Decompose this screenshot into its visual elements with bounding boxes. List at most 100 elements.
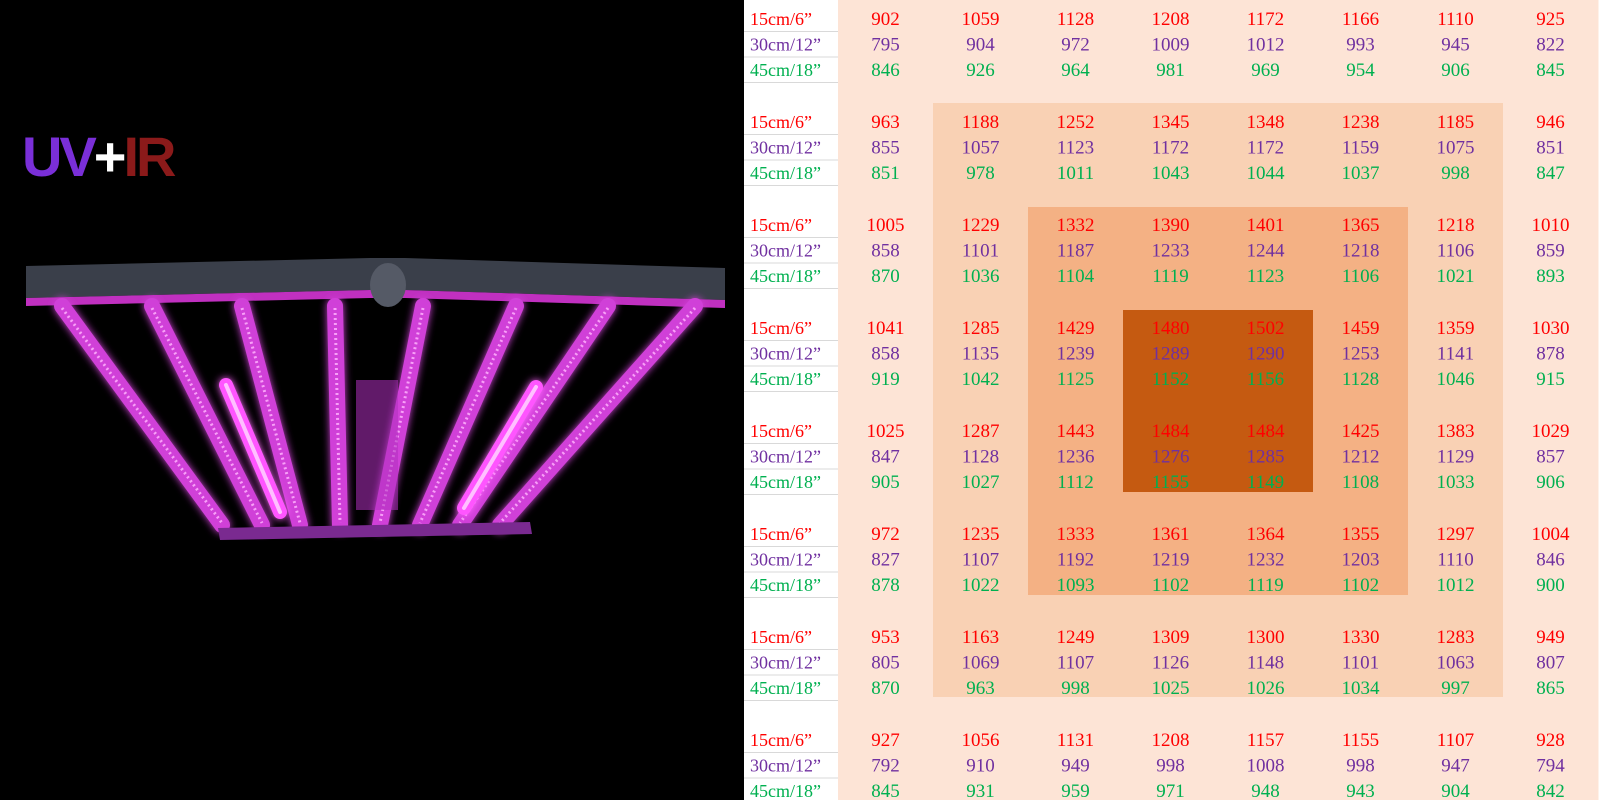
- ppfd-value: 972: [1061, 35, 1090, 56]
- grow-light-fixture-image: [26, 258, 725, 540]
- ppfd-value: 1033: [1437, 472, 1475, 493]
- ppfd-value: 1012: [1247, 35, 1285, 56]
- ppfd-value: 794: [1536, 756, 1565, 777]
- heatmap-cell-bg: [838, 515, 934, 619]
- ppfd-value: 1333: [1057, 524, 1095, 545]
- ppfd-value: 865: [1536, 678, 1565, 699]
- ppfd-value: 1008: [1247, 756, 1285, 777]
- ppfd-value: 827: [871, 550, 900, 571]
- ppfd-value: 1290: [1247, 344, 1285, 365]
- ppfd-value: 1069: [962, 653, 1000, 674]
- ppfd-value: 1276: [1152, 447, 1190, 468]
- ppfd-value: 981: [1156, 60, 1185, 81]
- ppfd-value: 1300: [1247, 627, 1285, 648]
- ppfd-value: 1101: [1342, 653, 1379, 674]
- ppfd-value: 900: [1536, 575, 1565, 596]
- ppfd-value: 915: [1536, 369, 1565, 390]
- ppfd-value: 1126: [1152, 653, 1189, 674]
- ppfd-value: 847: [1536, 163, 1565, 184]
- ppfd-value: 1287: [962, 421, 1000, 442]
- ppfd-value: 1155: [1342, 730, 1379, 751]
- ppfd-value: 1119: [1247, 575, 1284, 596]
- ppfd-value: 1289: [1152, 344, 1190, 365]
- ppfd-value: 1235: [962, 524, 1000, 545]
- ppfd-value: 1149: [1247, 472, 1284, 493]
- ppfd-value: 1093: [1057, 575, 1095, 596]
- ppfd-value: 1034: [1342, 678, 1381, 699]
- ppfd-value: 1236: [1057, 447, 1095, 468]
- ppfd-value: 1332: [1057, 215, 1095, 236]
- ppfd-value: 1010: [1532, 215, 1570, 236]
- ppfd-value: 1112: [1057, 472, 1094, 493]
- ppfd-value: 846: [871, 60, 900, 81]
- ppfd-value: 946: [1536, 112, 1565, 133]
- ppfd-value: 805: [871, 653, 900, 674]
- ppfd-value: 1123: [1057, 138, 1094, 159]
- ppfd-value: 1056: [962, 730, 1000, 751]
- ppfd-value: 1037: [1342, 163, 1380, 184]
- ppfd-value: 998: [1346, 756, 1375, 777]
- ppfd-value: 1004: [1532, 524, 1571, 545]
- ppfd-value: 1025: [867, 421, 905, 442]
- ppfd-value: 859: [1536, 241, 1565, 262]
- height-label: 30cm/12”: [750, 447, 821, 467]
- led-bar-diodes-7: [458, 307, 610, 524]
- ppfd-value: 1129: [1437, 447, 1474, 468]
- ppfd-value: 1219: [1152, 550, 1190, 571]
- ppfd-value: 851: [1536, 138, 1565, 159]
- ppfd-value: 1011: [1057, 163, 1094, 184]
- ppfd-value: 948: [1251, 781, 1280, 800]
- ppfd-value: 1107: [1057, 653, 1094, 674]
- led-bar-diodes-3: [240, 307, 302, 524]
- ppfd-value: 1021: [1437, 266, 1475, 287]
- ppfd-value: 904: [1441, 781, 1470, 800]
- ppfd-value: 998: [1061, 678, 1090, 699]
- ppfd-value: 945: [1441, 35, 1470, 56]
- ppfd-value: 1443: [1057, 421, 1095, 442]
- ppfd-value: 1141: [1437, 344, 1474, 365]
- ppfd-value: 1192: [1057, 550, 1094, 571]
- height-label: 45cm/18”: [750, 60, 821, 80]
- ppfd-heatmap-panel: 15cm/6” 902 1059 1128 1208 1172 1166 1110 925 30c…: [744, 0, 1600, 800]
- ppfd-value: 906: [1536, 472, 1565, 493]
- ppfd-value: 969: [1251, 60, 1280, 81]
- height-label: 30cm/12”: [750, 138, 821, 158]
- ppfd-value: 1043: [1152, 163, 1190, 184]
- ppfd-value: 1030: [1532, 318, 1570, 339]
- ppfd-value: 1348: [1247, 112, 1285, 133]
- ppfd-value: 1297: [1437, 524, 1475, 545]
- ppfd-value: 1253: [1342, 344, 1380, 365]
- height-label: 15cm/6”: [750, 524, 812, 544]
- ppfd-value: 1188: [962, 112, 999, 133]
- ppfd-zone-3: [1123, 310, 1313, 492]
- ppfd-value: 851: [871, 163, 900, 184]
- ppfd-value: 1252: [1057, 112, 1095, 133]
- ppfd-value: 1104: [1057, 266, 1095, 287]
- ppfd-value: 855: [871, 138, 900, 159]
- ppfd-value: 1036: [962, 266, 1000, 287]
- heatmap-cell-bg: [838, 0, 934, 104]
- ppfd-value: 822: [1536, 35, 1565, 56]
- ppfd-value: 906: [1441, 60, 1470, 81]
- ppfd-value: 904: [966, 35, 995, 56]
- ppfd-value: 1131: [1057, 730, 1094, 751]
- ppfd-value: 1172: [1247, 138, 1284, 159]
- ppfd-value: 1152: [1152, 369, 1189, 390]
- ppfd-value: 1425: [1342, 421, 1380, 442]
- height-label: 15cm/6”: [750, 421, 812, 441]
- ppfd-value: 1244: [1247, 241, 1286, 262]
- ppfd-value: 1365: [1342, 215, 1380, 236]
- heatmap-cell-bg: [933, 0, 1029, 104]
- fixture-bottom-rail: [218, 522, 532, 540]
- heatmap-cell-bg: [1408, 0, 1504, 104]
- led-bar-diodes-4: [333, 307, 342, 524]
- ppfd-value: 1383: [1437, 421, 1475, 442]
- ppfd-value: 1218: [1342, 241, 1380, 262]
- height-label: 45cm/18”: [750, 369, 821, 389]
- ppfd-value: 878: [871, 575, 900, 596]
- heatmap-cell-bg: [1503, 103, 1599, 207]
- ppfd-value: 1044: [1247, 163, 1286, 184]
- ppfd-value: 845: [871, 781, 900, 800]
- uv-ir-badge: UV+IR: [22, 124, 177, 189]
- ppfd-value: 1166: [1342, 9, 1379, 30]
